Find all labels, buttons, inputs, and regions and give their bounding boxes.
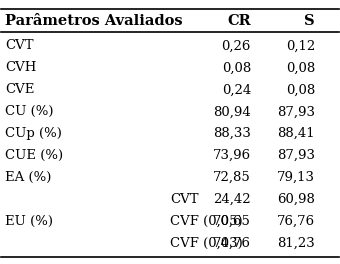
Text: 73,96: 73,96 — [213, 149, 251, 162]
Text: CVH: CVH — [5, 61, 36, 74]
Text: 72,85: 72,85 — [213, 171, 251, 184]
Text: 0,26: 0,26 — [222, 39, 251, 52]
Text: 0,24: 0,24 — [222, 83, 251, 96]
Text: Parâmetros Avaliados: Parâmetros Avaliados — [5, 14, 182, 28]
Text: 87,93: 87,93 — [277, 105, 315, 118]
Text: CVF (0,03): CVF (0,03) — [170, 237, 243, 250]
Text: CVT: CVT — [5, 39, 33, 52]
Text: 74,76: 74,76 — [213, 237, 251, 250]
Text: CVT: CVT — [170, 193, 199, 206]
Text: 24,42: 24,42 — [213, 193, 251, 206]
Text: CU (%): CU (%) — [5, 105, 53, 118]
Text: 81,23: 81,23 — [277, 237, 315, 250]
Text: 88,41: 88,41 — [277, 127, 315, 140]
Text: CVE: CVE — [5, 83, 34, 96]
Text: EU (%): EU (%) — [5, 215, 53, 228]
Text: 88,33: 88,33 — [213, 127, 251, 140]
Text: CR: CR — [227, 14, 251, 28]
Text: 76,76: 76,76 — [277, 215, 315, 228]
Text: EA (%): EA (%) — [5, 171, 51, 184]
Text: 80,94: 80,94 — [213, 105, 251, 118]
Text: 0,08: 0,08 — [222, 61, 251, 74]
Text: S: S — [304, 14, 315, 28]
Text: CVF (0,05): CVF (0,05) — [170, 215, 243, 228]
Text: CUp (%): CUp (%) — [5, 127, 62, 140]
Text: 0,12: 0,12 — [286, 39, 315, 52]
Text: 60,98: 60,98 — [277, 193, 315, 206]
Text: 79,13: 79,13 — [277, 171, 315, 184]
Text: 70,65: 70,65 — [213, 215, 251, 228]
Text: 0,08: 0,08 — [286, 83, 315, 96]
Text: 87,93: 87,93 — [277, 149, 315, 162]
Text: 0,08: 0,08 — [286, 61, 315, 74]
Text: CUE (%): CUE (%) — [5, 149, 63, 162]
